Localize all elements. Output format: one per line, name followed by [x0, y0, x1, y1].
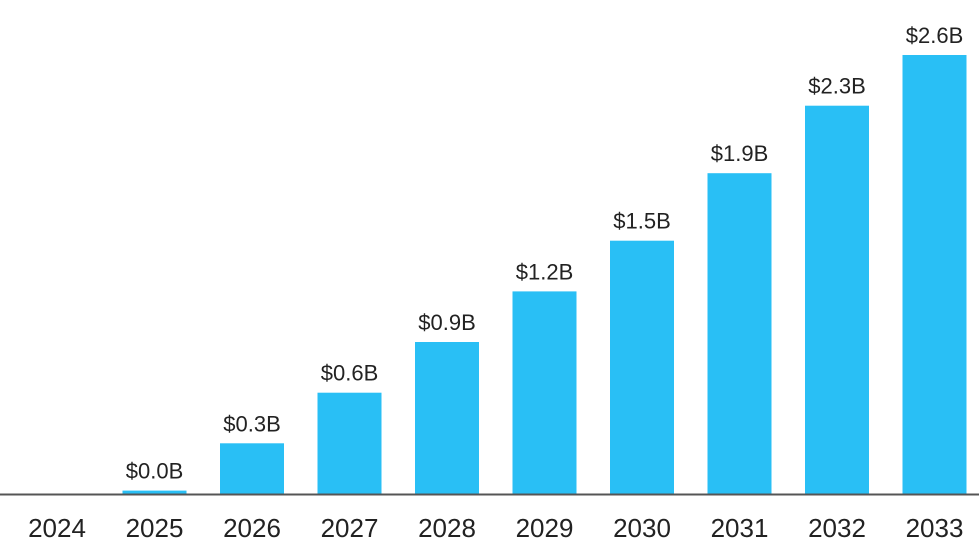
x-tick-label-2033: 2033: [906, 513, 964, 543]
data-label-2032: $2.3B: [808, 74, 866, 99]
bar-2029: [512, 291, 577, 494]
x-tick-label-2025: 2025: [126, 513, 184, 543]
bar-2033: [902, 55, 967, 494]
data-label-2033: $2.6B: [906, 23, 964, 48]
data-label-2027: $0.6B: [321, 361, 379, 386]
x-tick-labels-group: 2024 2025 2026 2027 2028 2029 2030 2031 2032 2033: [28, 513, 963, 543]
bar-2027: [317, 392, 382, 494]
data-labels-group: $0.0B $0.3B $0.6B $0.9B $1.2B $1.5B $1.9B $2.3B…: [126, 23, 964, 484]
data-label-2025: $0.0B: [126, 459, 184, 484]
x-tick-label-2024: 2024: [28, 513, 86, 543]
x-tick-label-2027: 2027: [321, 513, 379, 543]
bar-2026: [220, 443, 284, 494]
data-label-2026: $0.3B: [223, 411, 281, 436]
data-label-2028: $0.9B: [418, 310, 476, 335]
bars-group: [122, 55, 967, 494]
x-tick-label-2029: 2029: [516, 513, 574, 543]
data-label-2030: $1.5B: [613, 209, 671, 234]
bar-2031: [707, 173, 772, 494]
data-label-2029: $1.2B: [516, 259, 574, 284]
x-tick-label-2030: 2030: [613, 513, 671, 543]
bar-2032: [805, 105, 869, 494]
bar-2030: [610, 240, 674, 494]
x-tick-label-2026: 2026: [223, 513, 281, 543]
bar-2025: [122, 490, 187, 494]
x-tick-label-2028: 2028: [418, 513, 476, 543]
x-tick-label-2031: 2031: [711, 513, 769, 543]
bar-2028: [415, 342, 479, 494]
data-label-2031: $1.9B: [711, 141, 769, 166]
x-tick-label-2032: 2032: [808, 513, 866, 543]
